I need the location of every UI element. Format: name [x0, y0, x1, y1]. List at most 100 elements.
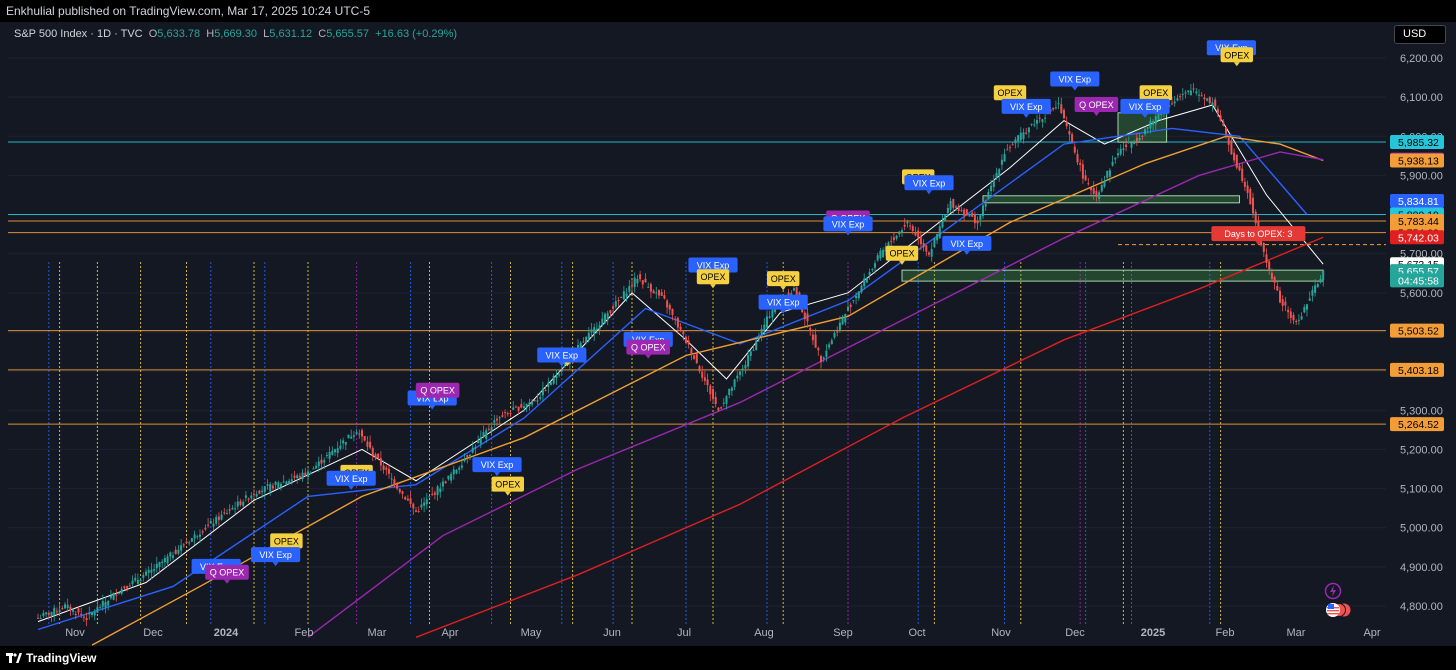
- us-flag-icon[interactable]: [1324, 602, 1354, 618]
- candle-body: [906, 221, 909, 224]
- candle-body: [339, 445, 342, 449]
- candle-body: [1090, 187, 1092, 191]
- time-tick-label: 2025: [1141, 627, 1165, 639]
- price-tag: 5,985.32: [1390, 135, 1444, 150]
- candle-body: [1265, 254, 1268, 263]
- candle-body: [636, 278, 639, 284]
- candle-body: [712, 389, 714, 399]
- annotation-vix[interactable]: VIX Exp: [326, 470, 376, 490]
- annotation-opex[interactable]: OPEX: [885, 245, 919, 265]
- annotation-days[interactable]: Days to OPEX: 3: [1211, 226, 1306, 246]
- candle-body: [668, 304, 671, 310]
- price-tag: 5,503.52: [1390, 323, 1444, 338]
- annotation-label: Q OPEX: [1079, 100, 1114, 110]
- candle-body: [1257, 220, 1260, 231]
- annotation-qopex[interactable]: Q OPEX: [626, 339, 670, 359]
- alert-icon[interactable]: [1324, 582, 1342, 600]
- candle-body: [490, 427, 493, 432]
- annotation-bg: [1120, 98, 1170, 114]
- price-chart[interactable]: OPEX VIX Exp OPEX VIX Exp OPEX VIX Exp VIX Exp…: [0, 22, 1456, 646]
- candle-body: [379, 458, 382, 466]
- annotation-vix[interactable]: VIX Exp: [1050, 71, 1100, 91]
- candle-body: [347, 434, 350, 439]
- candle-body: [239, 501, 242, 505]
- candle-body: [795, 287, 798, 297]
- candle-body: [652, 290, 655, 294]
- annotation-vix[interactable]: VIX Exp: [537, 347, 587, 367]
- candle-body: [892, 237, 895, 240]
- annotation-label: VIX Exp: [481, 460, 514, 470]
- candle-body: [1038, 117, 1041, 119]
- annotation-vix[interactable]: VIX Exp: [823, 216, 873, 236]
- annotation-vix[interactable]: VIX Exp: [251, 547, 301, 567]
- candle-body: [91, 612, 93, 616]
- candle-body: [965, 209, 968, 216]
- candle-body: [1003, 154, 1006, 162]
- candle-body: [452, 469, 455, 475]
- annotation-label: VIX Exp: [546, 350, 579, 360]
- candle-body: [296, 475, 299, 479]
- candle-body: [1025, 132, 1028, 134]
- candle-body: [555, 375, 558, 379]
- candle-body: [925, 245, 928, 252]
- annotation-label: Q OPEX: [420, 386, 455, 396]
- candle-body: [1065, 121, 1068, 127]
- candle-body: [101, 600, 104, 607]
- candle-body: [763, 324, 766, 331]
- candle-body: [1319, 278, 1322, 283]
- candle-body: [1009, 147, 1011, 149]
- annotation-label: OPEX: [700, 272, 725, 282]
- candle-body: [487, 428, 490, 430]
- candle-body: [1081, 164, 1084, 179]
- annotation-vix[interactable]: VIX Exp: [472, 457, 522, 477]
- candle-body: [307, 471, 309, 477]
- candle-body: [99, 607, 102, 609]
- annotation-vix[interactable]: VIX Exp: [758, 294, 808, 314]
- currency-button[interactable]: USD: [1394, 25, 1446, 44]
- candle-body: [290, 479, 293, 482]
- annotation-vix[interactable]: VIX Exp: [904, 175, 954, 195]
- annotation-qopex[interactable]: Q OPEX: [1074, 96, 1119, 116]
- candle-body: [919, 236, 922, 245]
- annotation-vix[interactable]: VIX Exp: [942, 235, 992, 255]
- annotation-opex[interactable]: OPEX: [696, 269, 730, 289]
- annotation-vix[interactable]: VIX Exp: [1001, 98, 1051, 118]
- annotation-label: VIX Exp: [913, 178, 946, 188]
- candle-body: [709, 385, 712, 395]
- annotation-opex[interactable]: OPEX: [491, 476, 524, 496]
- price-tick-label: 4,900.00: [1400, 562, 1443, 574]
- candle-body: [444, 481, 447, 484]
- candle-body: [1241, 168, 1244, 181]
- annotation-vix[interactable]: VIX Exp: [1120, 98, 1170, 118]
- time-tick-label: Dec: [1065, 627, 1085, 639]
- candle-body: [1146, 127, 1149, 129]
- candle-body: [363, 436, 366, 441]
- candle-body: [477, 440, 480, 443]
- candle-body: [1203, 97, 1206, 100]
- price-tick-label: 5,000.00: [1400, 523, 1443, 535]
- candle-body: [1100, 185, 1103, 192]
- candle-body: [50, 611, 53, 616]
- candle-body: [58, 609, 61, 613]
- annotation-opex[interactable]: OPEX: [1220, 47, 1253, 67]
- annotation-label: VIX Exp: [259, 550, 292, 560]
- annotation-qopex[interactable]: Q OPEX: [205, 564, 249, 584]
- price-tag: 5,264.52: [1390, 417, 1444, 432]
- annotation-pointer: [1093, 111, 1100, 116]
- candle-body: [944, 214, 947, 221]
- candle-body: [879, 250, 882, 259]
- candle-body: [1189, 90, 1192, 96]
- time-tick-label: Mar: [368, 627, 387, 639]
- candle-body: [749, 351, 752, 356]
- candle-body: [417, 510, 420, 512]
- candle-body: [1200, 95, 1203, 97]
- chart-panel[interactable]: OPEX VIX Exp OPEX VIX Exp OPEX VIX Exp VIX Exp…: [0, 22, 1456, 646]
- candle-body: [361, 430, 363, 437]
- candle-body: [1125, 144, 1128, 148]
- candle-body: [463, 459, 466, 461]
- annotation-qopex[interactable]: Q OPEX: [415, 382, 460, 402]
- annotation-opex[interactable]: OPEX: [767, 271, 800, 291]
- annotation-pointer: [558, 362, 565, 367]
- candle-body: [325, 454, 328, 456]
- annotation-bg: [767, 271, 800, 287]
